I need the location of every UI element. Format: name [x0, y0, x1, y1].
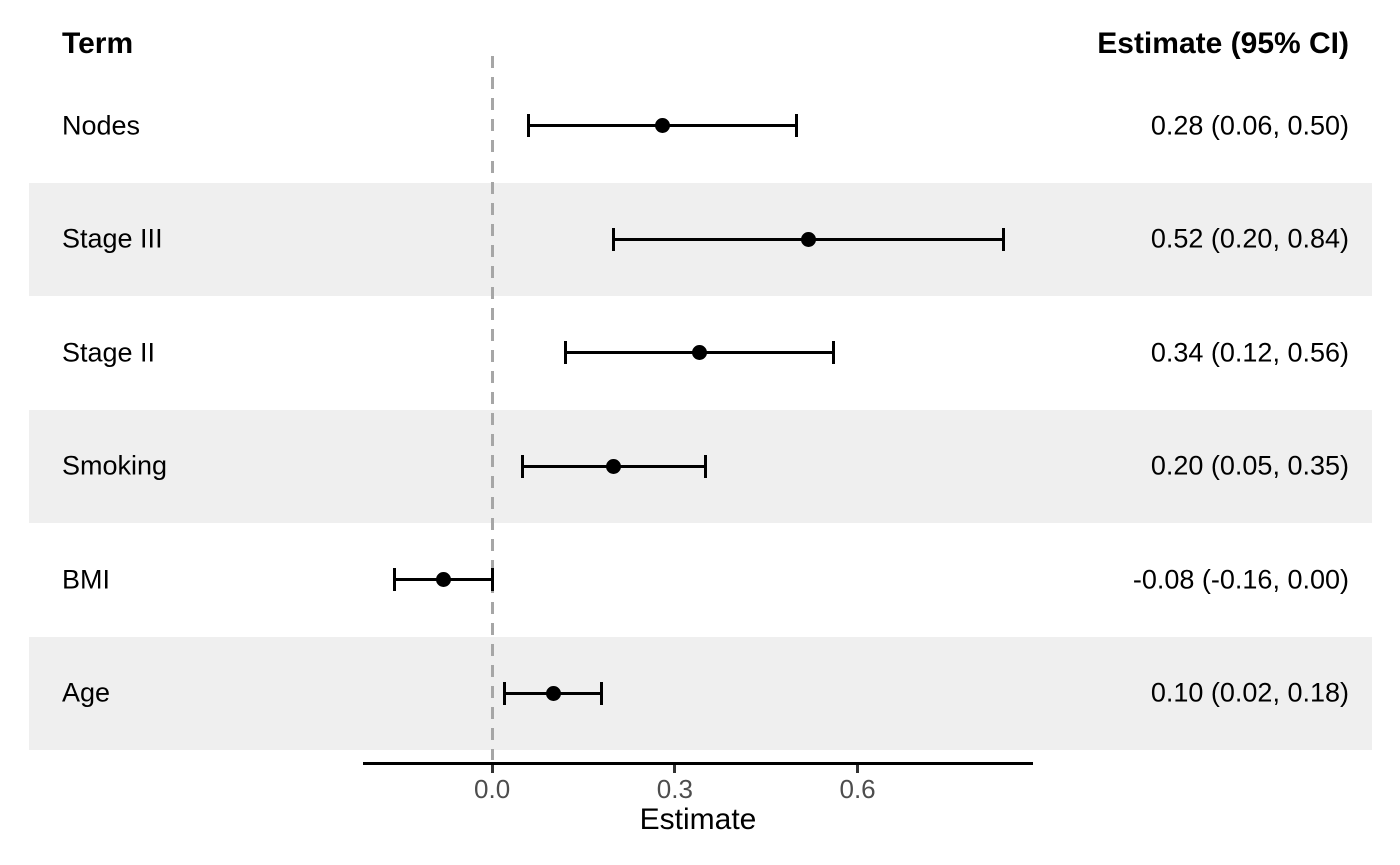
estimate-point — [545, 685, 561, 701]
zero-reference-line — [490, 56, 494, 760]
x-axis-tick-label: 0.3 — [656, 774, 693, 804]
estimate-point — [691, 345, 707, 361]
term-column-header: Term — [62, 27, 134, 60]
x-axis-line — [363, 762, 1033, 765]
ci-cap-low — [563, 341, 567, 365]
estimate-ci-label: 0.10 (0.02, 0.18) — [1150, 677, 1349, 708]
estimate-point — [655, 118, 671, 134]
estimate-ci-label: -0.08 (-0.16, 0.00) — [1132, 564, 1349, 595]
ci-cap-high — [600, 681, 604, 705]
ci-cap-low — [502, 681, 506, 705]
term-label: Stage III — [62, 223, 163, 254]
ci-cap-high — [795, 114, 799, 138]
ci-cap-low — [521, 454, 525, 478]
estimate-ci-label: 0.52 (0.20, 0.84) — [1150, 223, 1349, 254]
ci-cap-low — [393, 568, 397, 592]
x-axis-tick-label: 0.6 — [839, 774, 876, 804]
ci-cap-high — [490, 568, 494, 592]
term-label: Age — [62, 677, 111, 708]
x-axis-tick — [856, 765, 860, 773]
estimate-column-header: Estimate (95% CI) — [1097, 27, 1349, 60]
x-axis-tick — [490, 765, 494, 773]
estimate-ci-label: 0.20 (0.05, 0.35) — [1150, 450, 1349, 481]
x-axis-title: Estimate — [639, 803, 757, 836]
ci-cap-high — [831, 341, 835, 365]
estimate-point — [435, 572, 451, 588]
ci-cap-high — [1002, 227, 1006, 251]
estimate-ci-label: 0.28 (0.06, 0.50) — [1150, 110, 1349, 141]
term-label: Smoking — [62, 450, 168, 481]
term-label: Stage II — [62, 337, 156, 368]
ci-cap-high — [703, 454, 707, 478]
x-axis-tick-label: 0.0 — [474, 774, 511, 804]
term-label: BMI — [62, 564, 111, 595]
ci-cap-low — [612, 227, 616, 251]
term-label: Nodes — [62, 110, 141, 141]
estimate-ci-label: 0.34 (0.12, 0.56) — [1150, 337, 1349, 368]
ci-cap-low — [527, 114, 531, 138]
estimate-point — [606, 458, 622, 474]
x-axis-tick — [673, 765, 677, 773]
estimate-point — [801, 231, 817, 247]
row-stripe — [29, 636, 1372, 750]
